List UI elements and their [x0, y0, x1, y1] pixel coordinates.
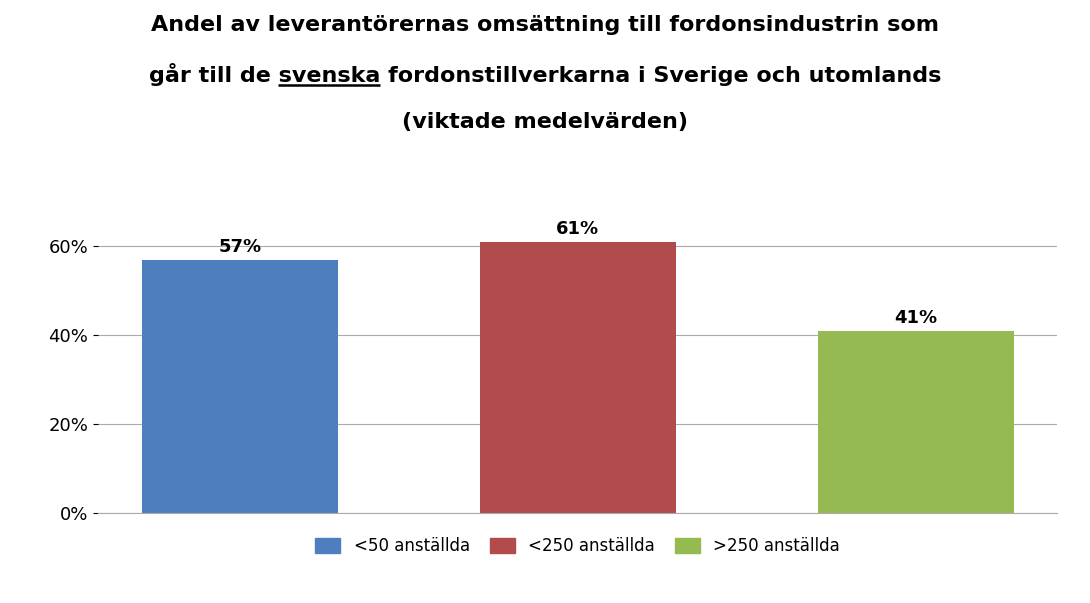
Bar — [142, 259, 338, 513]
Text: 57%: 57% — [218, 238, 262, 256]
Text: Andel av leverantörernas omsättning till fordonsindustrin som: Andel av leverantörernas omsättning till… — [152, 15, 938, 35]
Text: 41%: 41% — [894, 309, 937, 327]
Text: (viktade medelvärden): (viktade medelvärden) — [402, 112, 688, 131]
Bar — [480, 242, 676, 513]
Legend: <50 anställda, <250 anställda, >250 anställda: <50 anställda, <250 anställda, >250 anst… — [308, 531, 847, 562]
Text: går till de svenska fordonstillverkarna i Sverige och utomlands: går till de svenska fordonstillverkarna … — [149, 63, 941, 86]
Text: 61%: 61% — [556, 220, 600, 238]
Bar — [818, 330, 1014, 513]
